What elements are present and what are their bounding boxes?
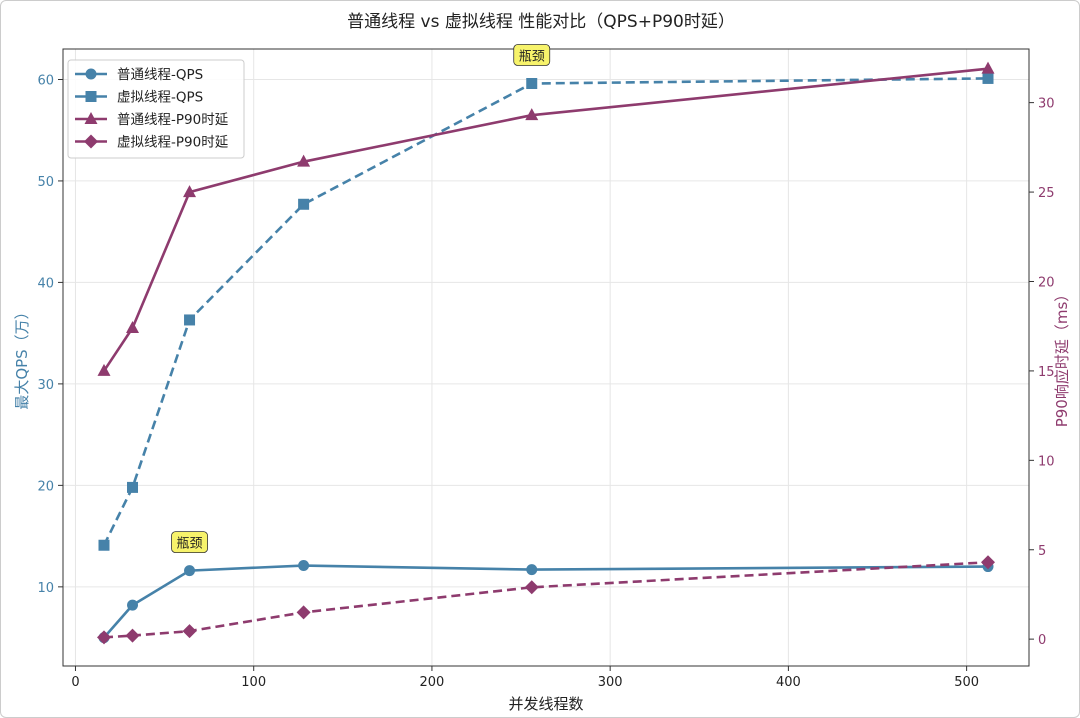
data-point-3-5 [981, 555, 996, 570]
y-tick-label-left: 10 [37, 581, 54, 596]
y-tick-label-right: 20 [1038, 275, 1055, 290]
data-point-0-2 [184, 565, 196, 577]
data-point-1-2 [184, 314, 196, 326]
data-point-0-3 [298, 560, 310, 572]
y-tick-label-left: 20 [37, 479, 54, 494]
x-tick-label: 0 [71, 675, 79, 690]
series-line-1 [102, 77, 989, 546]
data-point-2-2 [183, 185, 197, 198]
data-point-3-2 [182, 624, 197, 639]
chart-title: 普通线程 vs 虚拟线程 性能对比（QPS+P90时延） [347, 12, 735, 32]
legend-marker-2 [84, 112, 98, 124]
x-tick-label: 400 [776, 675, 801, 690]
data-point-3-4 [524, 580, 539, 595]
data-point-1-4 [526, 78, 538, 90]
data-point-1-3 [298, 198, 310, 210]
y-tick-label-right: 30 [1038, 97, 1055, 112]
data-point-1-0 [98, 539, 110, 551]
y-tick-label-right: 25 [1038, 186, 1055, 201]
x-tick-label: 500 [954, 675, 979, 690]
legend-label-3: 虚拟线程-P90时延 [117, 135, 229, 151]
data-point-2-5 [981, 61, 995, 74]
y-tick-label-left: 50 [37, 175, 54, 190]
legend-box [67, 59, 245, 159]
annotation-box-0 [513, 44, 551, 66]
series-line-2 [102, 67, 989, 372]
y-tick-label-right: 10 [1038, 454, 1055, 469]
legend-label-0: 普通线程-QPS [117, 67, 203, 83]
data-point-2-4 [525, 108, 539, 121]
annotation-label-1: 瓶颈 [177, 537, 203, 552]
series-line-3 [103, 560, 989, 639]
legend-marker-0 [85, 68, 97, 80]
y-axis-label-right: P90响应时延（ms） [1053, 287, 1071, 428]
data-point-1-5 [982, 72, 994, 84]
series-line-0 [103, 564, 989, 639]
data-point-1-1 [127, 481, 139, 493]
y-tick-label-left: 60 [37, 73, 54, 88]
data-point-2-3 [297, 154, 311, 167]
data-point-2-0 [97, 363, 111, 376]
y-axis-label-left: 最大QPS（万） [13, 304, 31, 409]
legend-marker-1 [85, 91, 97, 102]
data-point-0-1 [127, 599, 139, 611]
x-axis-label: 并发线程数 [508, 695, 583, 713]
annotation-label-0: 瓶颈 [519, 50, 545, 65]
data-point-0-4 [526, 564, 538, 576]
y-tick-label-right: 0 [1038, 633, 1046, 648]
legend-marker-3 [84, 134, 98, 149]
legend-label-1: 虚拟线程-QPS [117, 90, 203, 106]
x-tick-label: 200 [420, 675, 445, 690]
data-point-3-0 [96, 630, 111, 645]
annotation-box-1 [171, 531, 208, 554]
x-tick-label: 100 [241, 675, 266, 690]
legend-label-2: 普通线程-P90时延 [117, 112, 229, 128]
x-tick-label: 300 [598, 675, 623, 690]
data-point-2-1 [126, 320, 140, 333]
data-point-3-3 [296, 605, 311, 620]
y-tick-label-left: 30 [37, 378, 54, 393]
y-tick-label-right: 15 [1038, 365, 1055, 380]
data-point-3-1 [125, 628, 140, 643]
y-tick-label-left: 40 [37, 276, 54, 291]
y-tick-label-right: 5 [1038, 544, 1046, 559]
